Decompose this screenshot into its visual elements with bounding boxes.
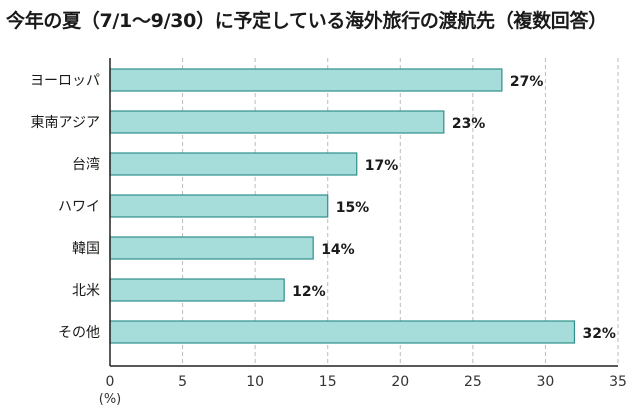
- value-label: 32%: [582, 326, 616, 342]
- x-tick-label: 35: [609, 374, 627, 390]
- bar: [109, 194, 329, 218]
- x-tick-label: 20: [391, 374, 409, 390]
- category-label: ハワイ: [58, 199, 100, 215]
- bar-layer: [109, 68, 576, 344]
- bar: [109, 152, 358, 176]
- category-label: 台湾: [72, 156, 100, 173]
- value-label: 17%: [365, 158, 399, 174]
- value-label: 12%: [292, 284, 326, 300]
- category-label: 北米: [72, 283, 100, 299]
- axis-layer: 0 5 10 15 20 25 30 35 (%) ヨーロッパ 27% 東南アジア 23% 台湾 17% ハワ…: [30, 58, 627, 407]
- bar: [109, 68, 503, 92]
- x-tick-label: 5: [178, 374, 187, 390]
- category-label: 東南アジア: [31, 115, 100, 131]
- x-tick-label: 10: [246, 374, 264, 390]
- category-label: 韓国: [72, 241, 100, 257]
- value-label: 15%: [336, 200, 370, 216]
- value-label: 14%: [321, 242, 355, 258]
- x-tick-label: 25: [464, 374, 482, 390]
- bar: [109, 320, 576, 344]
- x-tick-label: 30: [537, 374, 555, 390]
- x-unit-label: (%): [99, 392, 122, 407]
- bar: [109, 110, 445, 134]
- value-label: 27%: [510, 74, 544, 90]
- bar: [109, 278, 285, 302]
- category-label: その他: [58, 325, 100, 341]
- x-tick-label: 0: [106, 374, 115, 390]
- chart-title: 今年の夏（7/1～9/30）に予定している海外旅行の渡航先（複数回答）: [6, 10, 607, 32]
- x-tick-label: 15: [319, 374, 337, 390]
- category-label: ヨーロッパ: [30, 73, 100, 89]
- bar: [109, 236, 314, 260]
- value-label: 23%: [452, 116, 486, 132]
